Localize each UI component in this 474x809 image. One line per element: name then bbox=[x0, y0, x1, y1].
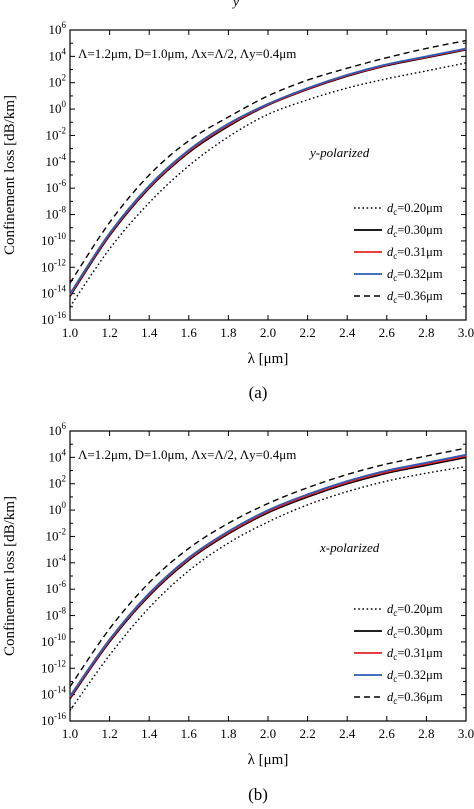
x-axis-ticks: 1.0 1.2 1.4 1.6 1.8 2.0 2.2 2.4 2.6 2.8 3.0 bbox=[62, 30, 474, 340]
legend-entry: dc=0.30μm bbox=[387, 223, 443, 239]
x-tick-label: 1.8 bbox=[220, 726, 236, 741]
series-lines bbox=[69, 39, 467, 308]
series-line-dc0.30m bbox=[69, 456, 467, 700]
x-tick-label: 1.8 bbox=[220, 325, 236, 340]
series-lines bbox=[69, 447, 467, 711]
legend: dc=0.20μm dc=0.30μm dc=0.31μm dc=0.32μm dc=0… bbox=[354, 201, 443, 305]
legend-entry: dc=0.31μm bbox=[387, 245, 443, 261]
y-tick-label: 10-12 bbox=[41, 658, 66, 675]
y-tick-label: 10-10 bbox=[41, 632, 66, 649]
y-tick-label: 10-4 bbox=[46, 152, 67, 169]
parameter-annotation: Λ=1.2μm, D=1.0μm, Λx=Λ/2, Λy=0.4μm bbox=[78, 46, 296, 61]
x-tick-label: 1.6 bbox=[181, 726, 198, 741]
x-tick-label: 2.4 bbox=[339, 726, 356, 741]
y-tick-label: 10-4 bbox=[46, 553, 67, 570]
panel-caption: (b) bbox=[248, 785, 268, 804]
series-line-dc0.36m bbox=[69, 447, 467, 688]
x-axis-label: λ [μm] bbox=[248, 752, 289, 768]
y-axis-label: Confinement loss [dB/km] bbox=[2, 95, 18, 255]
x-tick-label: 2.0 bbox=[260, 726, 276, 741]
y-tick-label: 102 bbox=[49, 73, 67, 90]
series-line-dc0.36m bbox=[69, 39, 467, 284]
x-tick-label: 1.4 bbox=[141, 726, 158, 741]
y-tick-label: 106 bbox=[49, 421, 67, 438]
series-line-dc0.20m bbox=[69, 465, 467, 711]
x-tick-label: 2.2 bbox=[299, 325, 315, 340]
y-tick-label: 100 bbox=[49, 99, 67, 116]
chart-panel-a: 1.0 1.2 1.4 1.6 1.8 2.0 2.2 2.4 2.6 2.8 3.0 10-161… bbox=[2, 20, 474, 402]
y-axis-label: Confinement loss [dB/km] bbox=[2, 496, 18, 656]
y-tick-label: 104 bbox=[49, 447, 67, 464]
y-tick-label: 10-8 bbox=[46, 205, 67, 222]
series-line-dc0.32m bbox=[69, 47, 467, 295]
y-axis-ticks: 10-1610-1410-1210-1010-810-610-410-21001… bbox=[41, 20, 466, 327]
x-tick-label: 1.0 bbox=[62, 726, 78, 741]
y-tick-label: 10-14 bbox=[41, 685, 66, 702]
legend-entry: dc=0.20μm bbox=[387, 602, 443, 618]
y-tick-label: 10-12 bbox=[41, 257, 66, 274]
legend-entry: dc=0.31μm bbox=[387, 646, 443, 662]
y-tick-label: 10-14 bbox=[41, 284, 66, 301]
x-tick-label: 3.0 bbox=[458, 325, 474, 340]
legend-entry: dc=0.32μm bbox=[387, 267, 443, 283]
y-tick-label: 10-10 bbox=[41, 231, 66, 248]
legend-entry: dc=0.20μm bbox=[387, 201, 443, 217]
legend-entry: dc=0.30μm bbox=[387, 624, 443, 640]
legend-entry: dc=0.36μm bbox=[387, 289, 443, 305]
legend-entry: dc=0.36μm bbox=[387, 690, 443, 706]
legend: dc=0.20μm dc=0.30μm dc=0.31μm dc=0.32μm dc=0… bbox=[354, 602, 443, 706]
y-tick-label: 10-2 bbox=[46, 526, 67, 543]
series-line-dc0.31m bbox=[69, 455, 467, 698]
y-tick-label: 10-6 bbox=[46, 579, 67, 596]
series-line-dc0.30m bbox=[69, 48, 467, 297]
panel-caption: (a) bbox=[249, 383, 268, 402]
top-cutoff-text: y bbox=[231, 0, 239, 9]
polarization-label: y-polarized bbox=[308, 145, 370, 160]
x-tick-label: 1.2 bbox=[101, 325, 117, 340]
y-tick-label: 100 bbox=[49, 500, 67, 517]
y-tick-label: 106 bbox=[49, 20, 67, 37]
x-tick-label: 1.6 bbox=[181, 325, 198, 340]
x-tick-label: 1.4 bbox=[141, 325, 158, 340]
x-axis-ticks: 1.0 1.2 1.4 1.6 1.8 2.0 2.2 2.4 2.6 2.8 3.0 bbox=[62, 431, 474, 741]
x-tick-label: 1.0 bbox=[62, 325, 78, 340]
x-tick-label: 1.2 bbox=[101, 726, 117, 741]
parameter-annotation: Λ=1.2μm, D=1.0μm, Λx=Λ/2, Λy=0.4μm bbox=[78, 447, 296, 462]
legend-entry: dc=0.32μm bbox=[387, 668, 443, 684]
y-tick-label: 10-6 bbox=[46, 178, 67, 195]
x-tick-label: 2.2 bbox=[299, 726, 315, 741]
x-tick-label: 2.4 bbox=[339, 325, 356, 340]
x-tick-label: 2.6 bbox=[379, 726, 396, 741]
x-tick-label: 2.0 bbox=[260, 325, 276, 340]
chart-panel-b: 1.0 1.2 1.4 1.6 1.8 2.0 2.2 2.4 2.6 2.8 3.0 10-161… bbox=[2, 421, 474, 804]
y-tick-label: 102 bbox=[49, 474, 67, 491]
y-tick-label: 10-8 bbox=[46, 606, 67, 623]
x-tick-label: 3.0 bbox=[458, 726, 474, 741]
polarization-label: x-polarized bbox=[319, 540, 380, 555]
x-axis-label: λ [μm] bbox=[248, 351, 289, 367]
x-tick-label: 2.8 bbox=[418, 726, 434, 741]
y-tick-label: 10-2 bbox=[46, 125, 67, 142]
y-tick-label: 104 bbox=[49, 46, 67, 63]
series-line-dc0.32m bbox=[69, 453, 467, 697]
x-tick-label: 2.6 bbox=[379, 325, 396, 340]
x-tick-label: 2.8 bbox=[418, 325, 434, 340]
